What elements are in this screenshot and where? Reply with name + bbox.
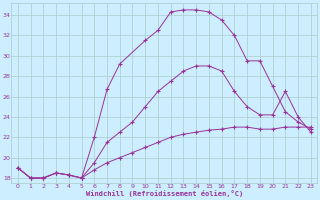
X-axis label: Windchill (Refroidissement éolien,°C): Windchill (Refroidissement éolien,°C) [86, 190, 243, 197]
